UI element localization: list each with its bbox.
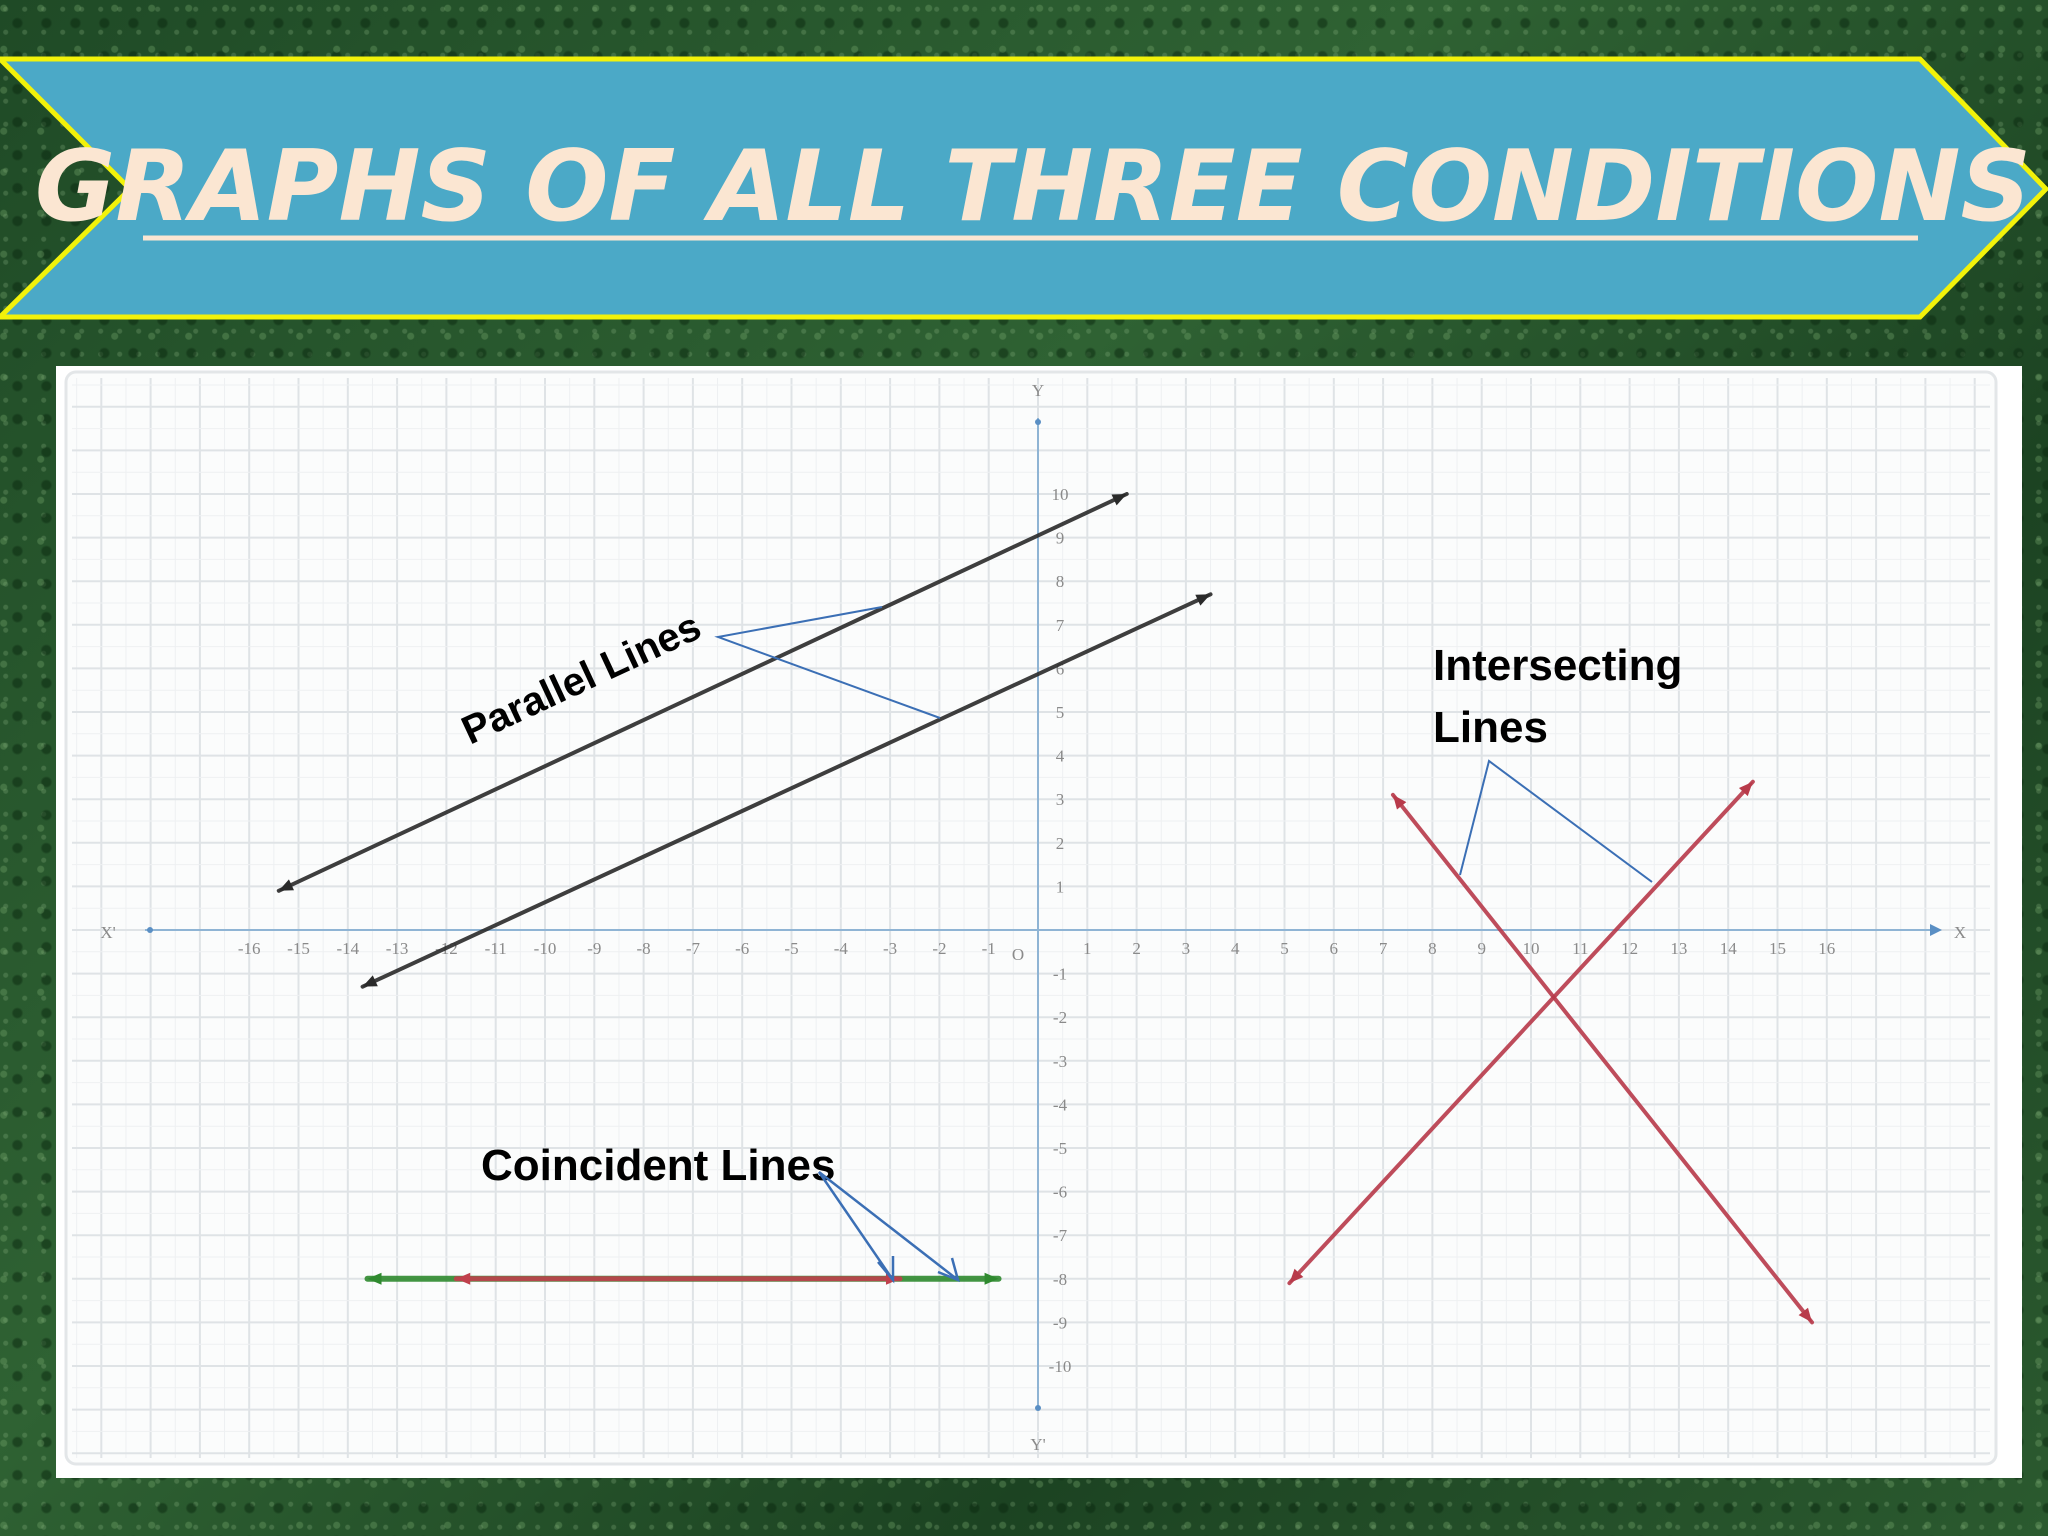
y-tick-label: -3 [1053,1052,1067,1071]
x-tick-label: 6 [1330,939,1339,958]
x-axis-start-dot [147,927,153,933]
intersecting-pointer [1459,759,1653,883]
x-tick-label: -4 [834,939,849,958]
intersecting-arrowhead [1392,794,1407,810]
banner-shape [0,56,2048,320]
y-tick-label: 4 [1056,747,1065,766]
title-banner: GRAPHS OF ALL THREE CONDITIONS [0,56,2048,320]
x-tick-label: -2 [932,939,946,958]
x-tick-label: 10 [1523,939,1540,958]
intersecting-arrowhead [1289,1268,1304,1284]
x-tick-label: -3 [883,939,897,958]
x-tick-label: 16 [1818,939,1835,958]
intersecting-line-2 [1390,792,1815,1325]
x-tick-label: 12 [1621,939,1638,958]
y-tick-label: -5 [1053,1139,1067,1158]
y-tick-label: -8 [1053,1270,1067,1289]
x-tick-label: 9 [1477,939,1486,958]
y-axis-start-dot [1035,419,1041,425]
x-tick-label: -15 [287,939,310,958]
coincident-arrowhead [367,1272,382,1285]
x-tick-label: 15 [1769,939,1786,958]
slide-title: GRAPHS OF ALL THREE CONDITIONS [35,130,2031,244]
intersecting-line-3 [1287,779,1755,1286]
y-tick-label: 6 [1056,659,1065,678]
parallel-arrowhead [1111,494,1127,506]
x-tick-label: -8 [637,939,651,958]
x-tick-label: 4 [1231,939,1240,958]
y-tick-label: -4 [1053,1095,1068,1114]
x-tick-label: -9 [587,939,601,958]
x-tick-label: -5 [784,939,798,958]
x-tick-label: -6 [735,939,749,958]
y-tick-label: 7 [1056,616,1065,635]
parallel-pointer [714,606,941,719]
axes: X X' Y Y' O [100,381,1966,1454]
intersecting-arrowhead [1798,1307,1813,1323]
grid [72,378,1990,1458]
y-tick-label: 5 [1056,703,1065,722]
parallel-line-0 [276,492,1129,893]
y-tick-label: 2 [1056,834,1065,853]
y-tick-label: -7 [1053,1226,1068,1245]
x-tick-label: 8 [1428,939,1437,958]
x-tick-label: 3 [1182,939,1191,958]
annotation-intersecting: Intersecting Lines [1433,641,1682,883]
y-tick-label: 8 [1056,572,1065,591]
x-neg-axis-label: X' [100,923,115,942]
y-tick-label: 3 [1056,790,1065,809]
x-tick-label: 13 [1670,939,1687,958]
x-tick-label: 11 [1572,939,1588,958]
y-tick-label: -6 [1053,1183,1067,1202]
y-tick-label: -1 [1053,965,1067,984]
coincident-arrowhead [984,1272,999,1285]
x-tick-label: 5 [1280,939,1289,958]
x-tick-label: -1 [982,939,996,958]
y-neg-axis-label: Y' [1030,1435,1045,1454]
parallel-arrowhead [1195,594,1211,606]
x-tick-label: -14 [336,939,359,958]
y-tick-label: 10 [1052,485,1069,504]
y-axis-end-dot [1035,1405,1041,1411]
intersecting-lines-label-2: Lines [1433,703,1548,752]
parallel-arrowhead [278,879,295,891]
coincident-pointer [817,1171,959,1281]
coincident-arrowhead-2 [937,1257,960,1283]
x-tick-label: -11 [485,939,507,958]
y-tick-label: 9 [1056,529,1065,548]
intersecting-arrowhead [1738,781,1753,797]
y-tick-label: 1 [1056,877,1065,896]
y-axis-label: Y [1032,381,1044,400]
series-lines [276,492,1815,1325]
x-axis-arrow [1930,924,1942,936]
x-tick-label: 2 [1132,939,1141,958]
y-tick-label: -10 [1049,1357,1072,1376]
x-axis-label: X [1954,923,1966,942]
x-tick-label: -10 [534,939,557,958]
y-tick-label: -9 [1053,1313,1067,1332]
x-tick-label: -16 [238,939,261,958]
origin-label: O [1012,945,1024,964]
y-tick-label: -2 [1053,1008,1067,1027]
x-tick-label: 7 [1379,939,1388,958]
intersecting-lines-label-1: Intersecting [1433,641,1682,690]
x-tick-label: 1 [1083,939,1092,958]
parallel-arrowhead [362,975,378,987]
annotation-coincident: Coincident Lines [481,1141,960,1284]
coincident-arrowhead-1 [877,1256,895,1284]
coincident-lines-label: Coincident Lines [481,1141,835,1190]
parallel-line-1 [360,592,1213,989]
x-tick-label: -7 [686,939,701,958]
coincident-arrowhead [456,1272,471,1285]
x-tick-label: -13 [386,939,409,958]
x-tick-label: 14 [1720,939,1738,958]
